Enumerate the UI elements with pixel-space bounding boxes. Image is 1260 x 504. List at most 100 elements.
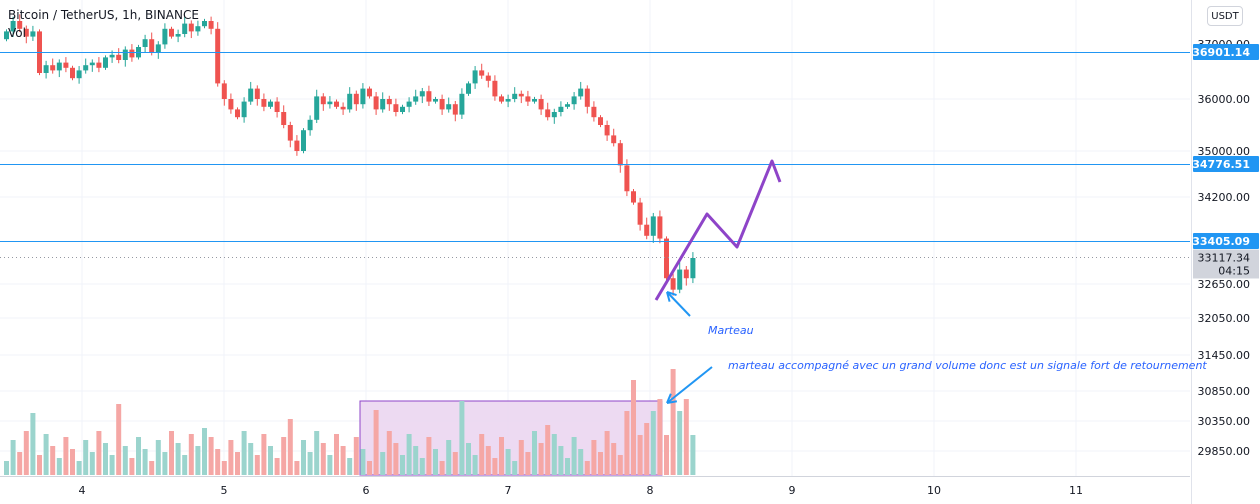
volume-bar xyxy=(268,446,273,475)
volume-indicator-label[interactable]: Vol xyxy=(8,26,26,40)
volume-bar xyxy=(446,440,452,475)
volume-bar xyxy=(307,452,313,475)
price-tick-label: 32050.00 xyxy=(1198,312,1251,325)
candle xyxy=(254,85,260,106)
candle-body xyxy=(591,106,597,118)
candle xyxy=(202,18,207,29)
level-price-label xyxy=(1193,233,1259,249)
volume-bar xyxy=(670,369,676,475)
candle xyxy=(571,92,577,110)
volume-bar xyxy=(617,455,623,475)
volume-bar xyxy=(83,440,89,475)
volume-bar xyxy=(604,431,610,475)
time-axis: 4 5 6 7 8 9 10 11 xyxy=(0,477,1190,504)
volume-bar xyxy=(50,446,56,475)
volume-bar xyxy=(545,425,551,475)
candle xyxy=(558,101,564,117)
volume-bar xyxy=(56,458,62,475)
volume-bar xyxy=(103,443,108,475)
candle-body xyxy=(683,269,689,279)
current-price-label xyxy=(1193,249,1259,279)
volume-bar xyxy=(109,455,115,475)
candle-body xyxy=(611,135,617,144)
volume-bar xyxy=(380,452,386,475)
volume-bar xyxy=(182,455,188,475)
volume-bar xyxy=(591,440,597,475)
chart-grid xyxy=(0,0,1190,477)
candle xyxy=(598,115,603,128)
volume-arrow-icon xyxy=(666,366,713,404)
annotation-arrows xyxy=(666,291,713,404)
candle-body xyxy=(70,67,75,79)
candle xyxy=(155,41,161,59)
volume-bar xyxy=(650,411,656,475)
candle-body xyxy=(43,65,49,73)
volume-bar xyxy=(400,455,405,475)
volume-bar xyxy=(439,461,445,475)
candle-body xyxy=(545,109,551,118)
candle-body xyxy=(353,93,359,105)
candle-body xyxy=(664,238,669,279)
candle-body xyxy=(472,70,478,84)
volume-bar xyxy=(116,404,122,475)
candle xyxy=(393,98,399,117)
candle-body xyxy=(551,112,557,118)
price-tick-label: 30850.00 xyxy=(1198,385,1251,398)
projected-trend-drawing[interactable] xyxy=(654,159,782,301)
candle-body xyxy=(215,28,221,84)
volume-bar xyxy=(485,446,491,475)
volume-bar xyxy=(386,431,392,475)
candle xyxy=(591,101,597,122)
candle xyxy=(122,46,128,67)
candle-body xyxy=(690,258,696,279)
volume-bar xyxy=(320,443,326,475)
volume-bar xyxy=(155,440,161,475)
candle-body xyxy=(532,99,537,102)
volume-bar xyxy=(677,411,683,475)
candle xyxy=(518,90,524,104)
candle-body xyxy=(254,88,260,99)
currency-button[interactable]: USDT xyxy=(1207,6,1243,26)
highlight-rectangle[interactable] xyxy=(359,400,663,476)
volume-bar xyxy=(241,431,247,475)
volume-bar xyxy=(89,452,95,475)
candle xyxy=(89,59,95,72)
volume-bar xyxy=(215,449,221,475)
volume-bar xyxy=(644,423,650,475)
volume-bar xyxy=(254,455,260,475)
volume-bar xyxy=(624,411,630,475)
candle-body xyxy=(644,224,650,236)
candle-body xyxy=(314,96,320,120)
candle xyxy=(221,80,227,106)
candle-body xyxy=(63,62,69,68)
candle-body xyxy=(584,88,590,107)
candle-body xyxy=(96,62,102,68)
candle xyxy=(512,87,518,103)
candle xyxy=(162,23,168,49)
marteau-annotation[interactable]: Marteau xyxy=(708,324,754,337)
volume-bar xyxy=(492,458,498,475)
candle xyxy=(433,96,438,104)
candle-body xyxy=(380,99,386,110)
candle xyxy=(644,217,650,240)
candle-body xyxy=(604,125,610,136)
candle-body xyxy=(670,278,676,290)
volume-bar xyxy=(690,435,696,475)
candle-body xyxy=(56,62,62,71)
candle xyxy=(103,55,108,70)
volume-note-annotation[interactable]: marteau accompagné avec un grand volume … xyxy=(728,359,1207,372)
price-tick-label: 32650.00 xyxy=(1198,278,1251,291)
candle-body xyxy=(340,106,346,110)
candle xyxy=(617,139,623,173)
candle-body xyxy=(320,96,326,105)
volume-bar xyxy=(17,452,23,475)
candle xyxy=(545,102,551,121)
candle xyxy=(287,121,293,148)
candle-body xyxy=(327,101,333,105)
candle-body xyxy=(162,28,168,45)
volume-bar xyxy=(235,452,240,475)
candle xyxy=(670,273,676,296)
marteau-arrow-icon xyxy=(666,291,691,317)
candle-body xyxy=(287,125,293,141)
